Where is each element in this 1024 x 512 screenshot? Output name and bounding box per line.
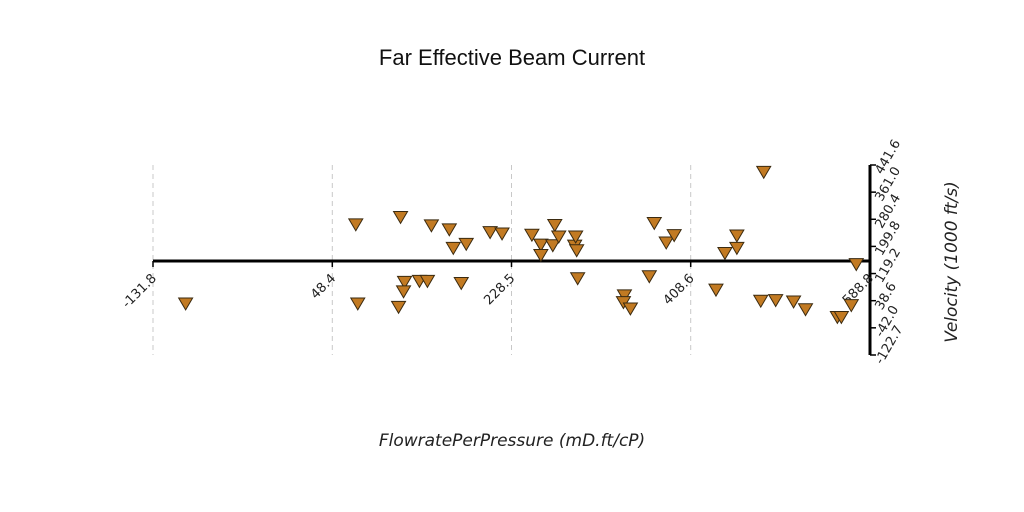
data-point	[177, 297, 194, 311]
data-point	[658, 236, 675, 250]
data-point	[453, 276, 470, 291]
data-point	[728, 241, 745, 256]
data-point	[728, 229, 745, 243]
data-point	[445, 241, 462, 256]
x-tick-label: 228.5	[481, 271, 518, 308]
x-axis-label: FlowratePerPressure (mD.ft/cP)	[379, 431, 645, 451]
data-point	[717, 246, 733, 261]
data-point	[423, 219, 440, 233]
data-point	[848, 258, 865, 272]
data-point	[347, 218, 364, 232]
x-tick-label: 408.6	[661, 271, 698, 308]
data-point	[458, 237, 475, 252]
data-point	[616, 289, 633, 303]
data-point	[708, 283, 724, 298]
data-point	[833, 310, 850, 325]
data-point	[396, 275, 413, 290]
data-point	[843, 299, 860, 313]
x-tick-label: 48.4	[308, 271, 339, 302]
data-point	[524, 228, 540, 243]
data-point	[666, 229, 683, 243]
data-point	[569, 272, 586, 286]
data-points	[177, 165, 865, 325]
data-point	[752, 294, 769, 309]
data-point	[395, 285, 412, 299]
data-point	[568, 244, 585, 258]
data-point	[532, 249, 549, 263]
data-point	[544, 239, 561, 253]
data-point	[622, 302, 639, 316]
data-point	[441, 223, 458, 237]
data-point	[641, 270, 658, 284]
data-point	[482, 226, 498, 240]
data-point	[785, 295, 802, 309]
data-point	[567, 230, 584, 244]
data-point	[390, 300, 407, 315]
data-point	[767, 294, 784, 308]
data-point	[392, 210, 409, 225]
chart-title: Far Effective Beam Current	[379, 45, 645, 70]
data-point	[797, 303, 814, 317]
data-point	[532, 238, 549, 252]
y-axis-label: Velocity (1000 ft/s)	[942, 181, 962, 343]
x-tick-label: -131.8	[120, 271, 160, 311]
data-point	[419, 274, 436, 289]
data-point	[646, 217, 663, 231]
data-point	[550, 230, 567, 244]
data-point	[494, 227, 510, 241]
data-point	[349, 297, 366, 311]
data-point	[755, 165, 772, 180]
data-point	[546, 219, 563, 233]
